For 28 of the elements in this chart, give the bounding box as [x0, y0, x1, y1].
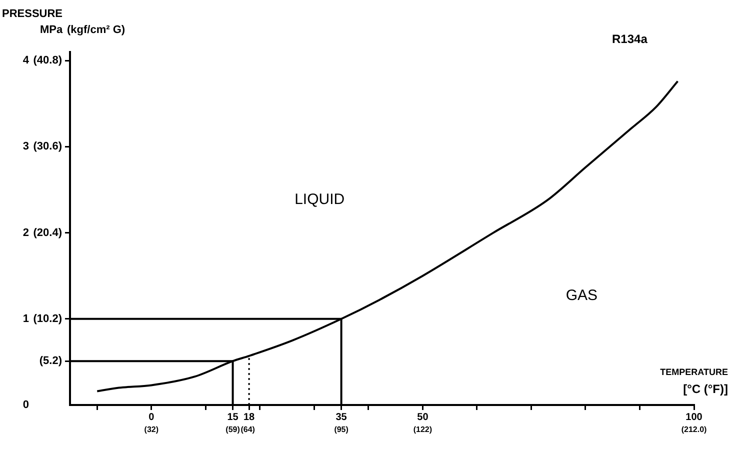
y-axis-title: PRESSURE MPa: [2, 7, 63, 38]
x-axis-title: TEMPERATURE [°C (°F)]: [660, 366, 728, 397]
y-tick-label: 1: [22, 312, 29, 325]
x2-tick-label: (212.0): [681, 425, 708, 434]
x2-tick-label: (122): [413, 425, 432, 434]
x-tick-label: 100: [686, 412, 703, 423]
y-tick-label: 3: [22, 140, 29, 153]
y2-tick-label: (10.2): [33, 312, 62, 325]
y2-tick-label: (30.6): [33, 140, 62, 153]
x-tick-label: 35: [336, 412, 348, 423]
y2-axis-title: (kgf/cm² G): [67, 23, 126, 38]
x2-tick-label: (32): [144, 425, 159, 434]
x2-tick-label: (59): [226, 425, 240, 434]
x2-tick-label: (95): [334, 425, 349, 434]
x-tick-label: 50: [417, 412, 429, 423]
x-tick-label: 15: [227, 412, 239, 423]
x-tick-label: 0: [148, 412, 155, 423]
x-tick-label: 18: [244, 412, 256, 423]
annotation: LIQUID: [294, 191, 345, 210]
y-tick-label: 0: [22, 399, 29, 412]
y2-tick-label: (40.8): [33, 54, 62, 67]
x2-tick-label: (64): [240, 425, 256, 434]
y2-tick-label: (5.2): [39, 355, 62, 368]
y2-tick-label: (20.4): [33, 226, 62, 239]
annotation: GAS: [566, 286, 598, 305]
chart-title: R134a: [612, 32, 648, 46]
y-tick-label: 4: [22, 54, 30, 67]
y-tick-label: 2: [22, 226, 29, 239]
